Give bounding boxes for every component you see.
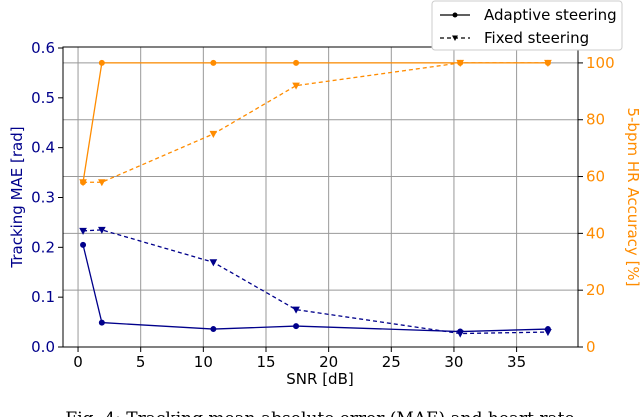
x-tick-label: 25 — [382, 353, 401, 371]
x-tick-label: 20 — [319, 353, 338, 371]
legend-label: Fixed steering — [484, 29, 589, 47]
series-line — [82, 244, 548, 333]
data-point — [98, 226, 106, 234]
data-point — [98, 319, 105, 326]
data-point — [80, 241, 87, 248]
x-tick-label: 15 — [256, 353, 275, 371]
data-point — [293, 59, 300, 66]
x-axis-label: SNR [dB] — [286, 370, 353, 388]
data-point — [293, 323, 300, 330]
plot-frame — [62, 46, 579, 348]
data-point — [544, 59, 552, 67]
y2-tick-label: 60 — [586, 168, 605, 186]
y-tick-label: 0.0 — [31, 338, 55, 356]
caption: Fig. 4: Tracking mean absolute error (MA… — [65, 409, 574, 417]
data-point — [209, 259, 218, 267]
y-tick-label: 0.1 — [31, 288, 55, 306]
data-point — [209, 130, 218, 138]
data-point — [292, 306, 300, 314]
series-line — [83, 229, 548, 335]
legend-label: Adaptive steering — [484, 6, 617, 24]
series-line — [83, 62, 548, 183]
y-tick-label: 0.6 — [31, 39, 55, 57]
legend-marker — [452, 35, 458, 41]
data-point — [98, 59, 105, 66]
y-tick-label: 0.2 — [31, 238, 55, 256]
legend-marker — [452, 12, 458, 18]
data-point — [544, 329, 552, 337]
x-tick-label: 0 — [73, 353, 83, 371]
data-point — [79, 227, 87, 235]
y-axis-label: Tracking MAE [rad] — [8, 126, 26, 268]
legend-box — [431, 0, 623, 51]
data-point — [79, 179, 87, 187]
x-tick-label: 35 — [507, 353, 526, 371]
y-tick-label: 0.4 — [31, 139, 55, 157]
x-tick-label: 10 — [194, 353, 213, 371]
data-point — [456, 59, 465, 67]
data-point — [210, 59, 217, 66]
series-line — [82, 62, 548, 183]
y2-tick-label: 40 — [586, 224, 605, 242]
y2-tick-label: 80 — [586, 111, 605, 129]
data-point — [210, 326, 217, 333]
data-point — [98, 179, 106, 187]
data-point — [292, 82, 300, 90]
y2-axis-label: 5-bpm HR Accuracy [%] — [624, 107, 640, 286]
y-tick-label: 0.5 — [31, 89, 55, 107]
y2-tick-label: 0 — [586, 338, 596, 356]
y2-tick-label: 20 — [586, 281, 605, 299]
y2-tick-label: 100 — [586, 54, 615, 72]
y-tick-label: 0.3 — [31, 188, 55, 206]
x-tick-label: 5 — [136, 353, 146, 371]
data-point — [456, 330, 465, 338]
x-tick-label: 30 — [444, 353, 463, 371]
